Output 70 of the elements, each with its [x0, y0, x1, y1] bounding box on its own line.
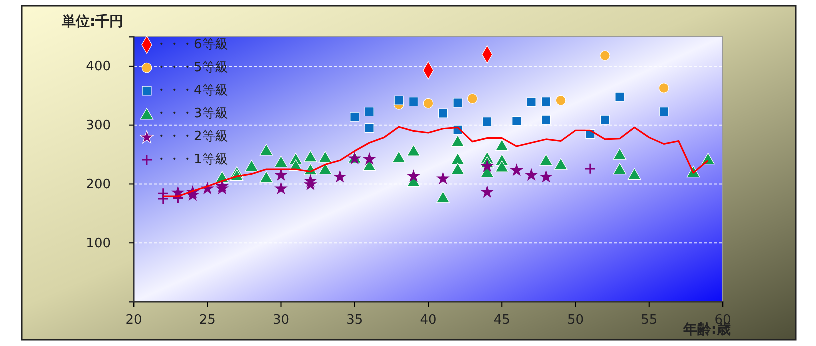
point: [658, 83, 670, 94]
point: [615, 92, 625, 102]
point: [524, 168, 538, 182]
x-tick-label: 20: [126, 313, 142, 328]
y-tick-label: 200: [86, 177, 111, 192]
point: [436, 191, 450, 203]
x-tick-label: 55: [641, 313, 658, 328]
point: [364, 107, 374, 117]
y-axis-title: 単位:千円: [61, 13, 124, 30]
point: [451, 135, 465, 147]
point: [304, 150, 318, 162]
point: [600, 50, 610, 62]
point: [584, 163, 596, 175]
point: [451, 153, 465, 165]
point: [392, 151, 406, 163]
point: [350, 112, 360, 122]
x-tick-label: 50: [567, 313, 584, 328]
point: [274, 168, 288, 182]
point: [540, 154, 553, 166]
legend-label: ・・・1等級: [155, 152, 228, 168]
point: [480, 160, 494, 172]
point: [554, 158, 568, 170]
point: [423, 98, 434, 109]
point: [659, 107, 669, 117]
point: [274, 182, 288, 195]
x-tick-label: 35: [346, 313, 364, 328]
point: [613, 163, 627, 175]
point: [451, 163, 465, 175]
point: [613, 148, 627, 160]
point: [453, 98, 463, 108]
point: [407, 170, 420, 182]
point: [318, 151, 332, 163]
point: [540, 170, 553, 183]
point: [362, 152, 376, 166]
x-tick-label: 40: [420, 313, 437, 328]
point: [480, 185, 494, 198]
x-tick-label: 25: [199, 313, 216, 328]
point: [260, 144, 274, 156]
legend-label: ・・・4等級: [155, 84, 228, 98]
point: [245, 160, 258, 172]
point: [628, 168, 642, 180]
point: [526, 98, 536, 108]
point: [318, 163, 332, 175]
legend-label: ・・・2等級: [155, 130, 228, 144]
y-tick-label: 100: [86, 236, 111, 252]
point: [438, 108, 448, 118]
point: [542, 97, 552, 107]
point: [510, 164, 524, 176]
point: [260, 171, 274, 183]
point: [482, 117, 492, 127]
point: [512, 116, 522, 126]
point: [409, 97, 419, 107]
point: [394, 96, 404, 106]
x-tick-label: 45: [494, 313, 510, 328]
x-tick-label: 30: [272, 313, 290, 328]
point: [407, 144, 420, 156]
point: [495, 139, 509, 152]
y-tick-label: 300: [86, 118, 111, 134]
y-tick-label: 400: [86, 60, 111, 75]
point: [333, 170, 347, 183]
point: [542, 115, 552, 125]
point: [436, 172, 450, 185]
legend-label: ・・・6等級: [155, 38, 228, 52]
point: [274, 156, 288, 168]
point: [556, 95, 566, 106]
point: [600, 115, 610, 125]
legend-label: ・・・3等級: [155, 106, 228, 122]
point: [467, 94, 478, 104]
point: [495, 160, 509, 172]
point: [364, 124, 374, 134]
